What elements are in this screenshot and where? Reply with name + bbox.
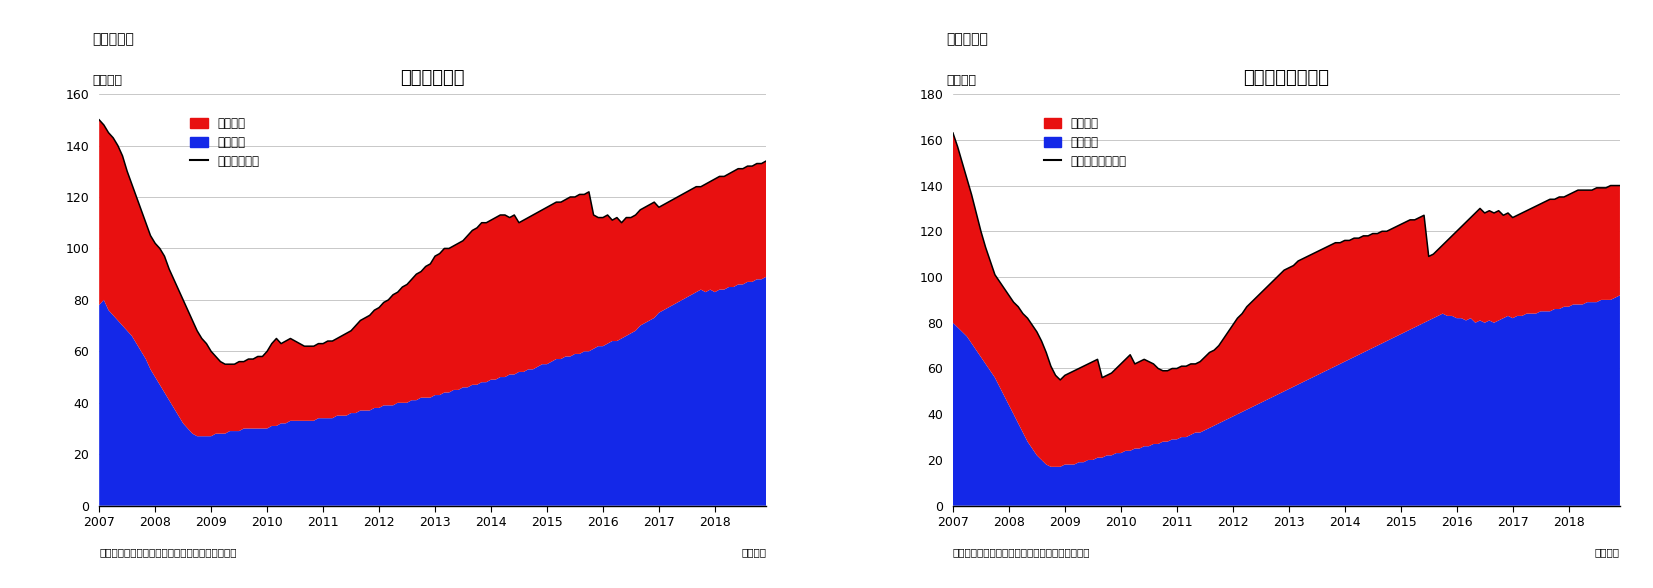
Title: 住宅着工許可件数: 住宅着工許可件数 — [1243, 69, 1329, 87]
Text: （資料）センサス局よりニッセイ基礎研究所作成: （資料）センサス局よりニッセイ基礎研究所作成 — [99, 547, 236, 557]
Text: （万件）: （万件） — [93, 74, 122, 86]
Text: （図表１）: （図表１） — [93, 32, 134, 46]
Legend: 集合住宅, 一戸建て, 住宅建築許可件数: 集合住宅, 一戸建て, 住宅建築許可件数 — [1038, 112, 1132, 173]
Text: （月次）: （月次） — [1595, 547, 1620, 557]
Title: 住宅着工件数: 住宅着工件数 — [400, 69, 464, 87]
Text: （万件）: （万件） — [946, 74, 977, 86]
Text: （月次）: （月次） — [741, 547, 767, 557]
Text: （資料）センサス局よりニッセイ基礎研究所作成: （資料）センサス局よりニッセイ基礎研究所作成 — [952, 547, 1091, 557]
Text: （図表２）: （図表２） — [946, 32, 988, 46]
Legend: 集合住宅, 一戸建て, 住宅着工件数: 集合住宅, 一戸建て, 住宅着工件数 — [185, 112, 264, 173]
